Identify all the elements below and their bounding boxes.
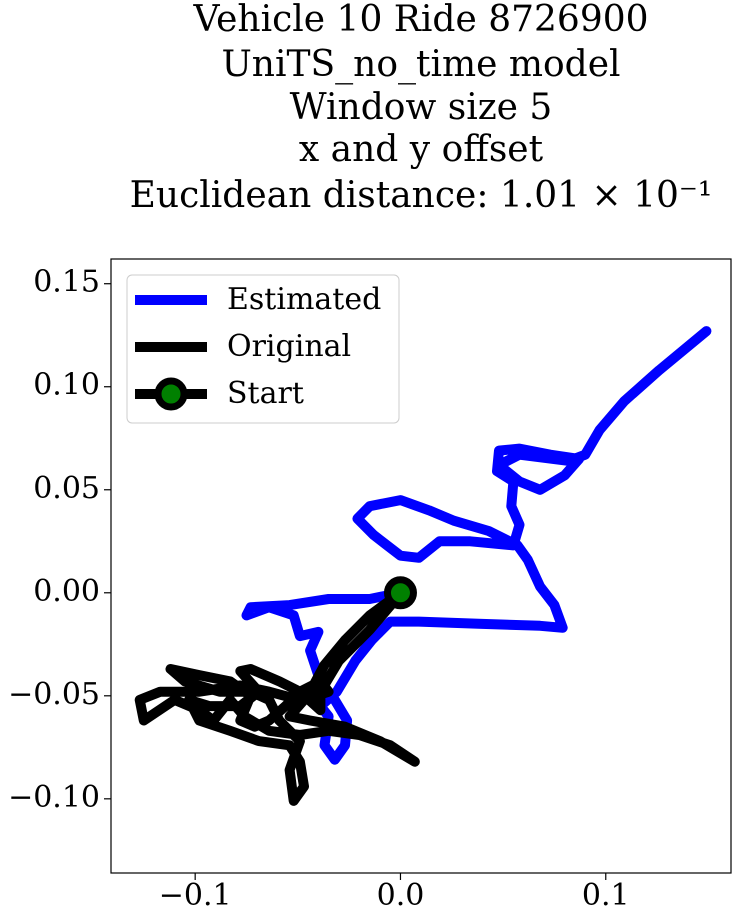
chart-title: Window size 5 bbox=[290, 87, 553, 128]
y-tick-label: 0.05 bbox=[33, 471, 100, 506]
chart-title: UniTS_no_time model bbox=[221, 44, 620, 85]
legend-label: Estimated bbox=[227, 282, 381, 317]
trajectory-line bbox=[241, 326, 712, 765]
legend-marker bbox=[154, 377, 188, 411]
plot-area bbox=[134, 326, 712, 806]
axes-frame bbox=[110, 258, 732, 874]
x-tick-label: 0.1 bbox=[582, 878, 630, 913]
legend-label: Original bbox=[227, 329, 351, 364]
chart-title: x and y offset bbox=[299, 129, 544, 170]
chart-title: Vehicle 10 Ride 8726900 bbox=[192, 0, 648, 40]
legend-box bbox=[126, 274, 400, 424]
x-tick-label: 0.0 bbox=[377, 878, 425, 913]
trajectory-line bbox=[134, 587, 420, 806]
y-tick-label: 0.10 bbox=[33, 368, 100, 403]
y-tick-label: 0.15 bbox=[33, 265, 100, 300]
y-tick-label: −0.10 bbox=[8, 780, 100, 815]
y-tick-label: 0.00 bbox=[33, 574, 100, 609]
y-tick-label: −0.05 bbox=[8, 677, 100, 712]
chart-title: Euclidean distance: 1.01 × 10⁻¹ bbox=[130, 175, 713, 216]
start-marker bbox=[383, 576, 417, 610]
legend: Estimated Original Start bbox=[126, 274, 400, 424]
legend-label: Start bbox=[227, 376, 304, 411]
x-tick-label: −0.1 bbox=[159, 878, 232, 913]
